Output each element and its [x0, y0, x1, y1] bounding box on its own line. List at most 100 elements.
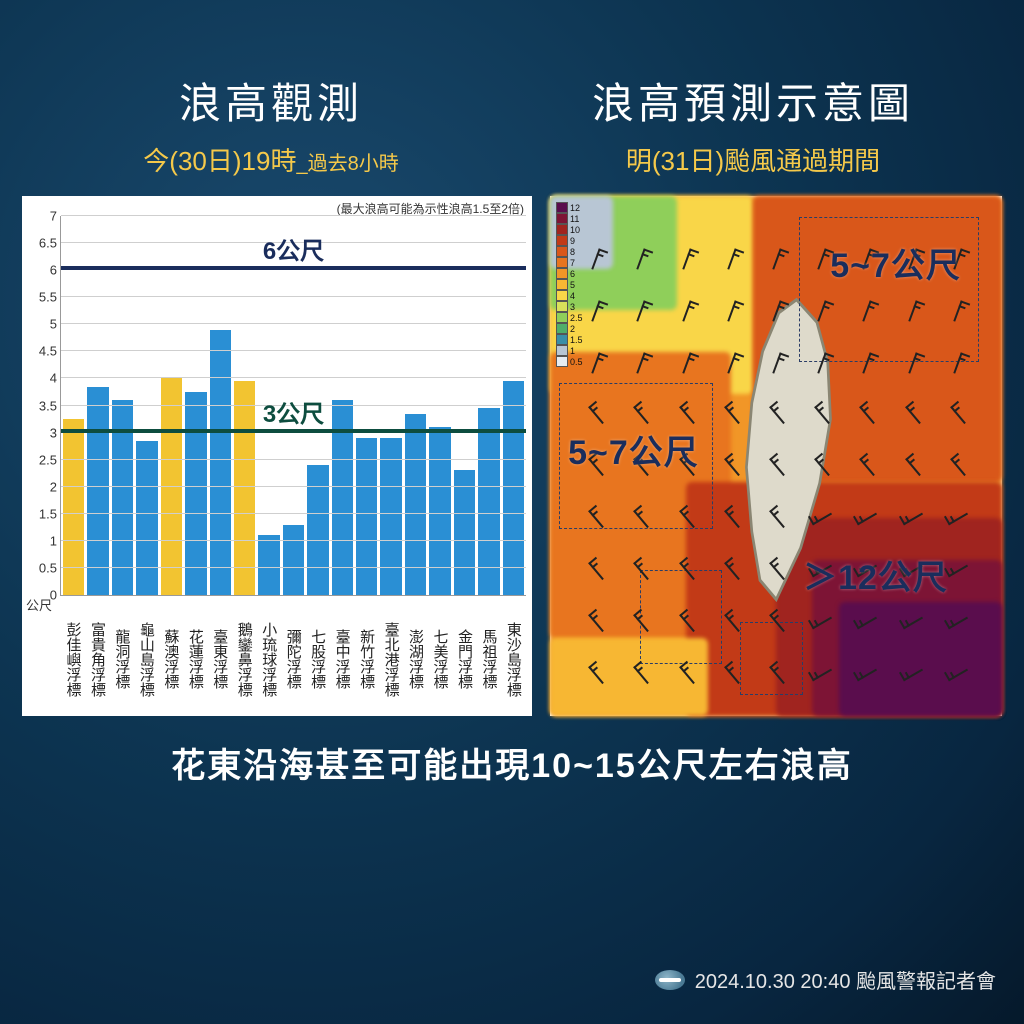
- right-title: 浪高預測示意圖: [512, 70, 994, 131]
- left-sub-suffix: _過去8小時: [296, 153, 398, 175]
- gridline: [61, 486, 526, 487]
- left-title: 浪高觀測: [30, 70, 512, 131]
- y-tick: 3.5: [27, 398, 57, 413]
- map-annotation: 5~7公尺: [568, 425, 699, 474]
- y-tick: 6.5: [27, 236, 57, 251]
- headers-row: 浪高觀測 今(30日)19時_過去8小時 浪高預測示意圖 明(31日)颱風通過期…: [0, 0, 1024, 178]
- wave-observation-chart: (最大浪高可能為示性浪高1.5至2倍) 00.511.522.533.544.5…: [22, 196, 532, 716]
- y-tick: 4.5: [27, 344, 57, 359]
- forecast-box: [740, 622, 803, 695]
- x-label: 彌陀浮標: [282, 598, 303, 716]
- map-annotation: 5~7公尺: [830, 238, 961, 287]
- y-tick: 5: [27, 317, 57, 332]
- y-tick: 1.5: [27, 506, 57, 521]
- legend-row: 1: [556, 345, 586, 356]
- legend-row: 8: [556, 246, 586, 257]
- bar: [87, 387, 108, 595]
- legend-value: 2.5: [570, 313, 583, 323]
- x-label: 澎湖浮標: [405, 598, 426, 716]
- legend-swatch: [556, 301, 568, 312]
- x-label: 臺北港浮標: [380, 598, 401, 716]
- legend-row: 6: [556, 268, 586, 279]
- bar: [258, 535, 279, 595]
- gridline: [61, 567, 526, 568]
- left-sub-main: 今(30日)19時: [143, 146, 296, 176]
- legend-row: 9: [556, 235, 586, 246]
- x-label: 花蓮浮標: [184, 598, 205, 716]
- legend-swatch: [556, 202, 568, 213]
- y-tick: 5.5: [27, 290, 57, 305]
- bar: [210, 330, 231, 595]
- legend-swatch: [556, 356, 568, 367]
- footer: 2024.10.30 20:40 颱風警報記者會: [655, 965, 996, 994]
- legend-row: 7: [556, 257, 586, 268]
- legend-row: 3: [556, 301, 586, 312]
- legend-value: 12: [570, 203, 580, 213]
- legend-swatch: [556, 334, 568, 345]
- wave-forecast-map: 12111098765432.521.510.5 5~7公尺5~7公尺＞12公尺: [550, 196, 1002, 716]
- footer-text: 2024.10.30 20:40 颱風警報記者會: [695, 965, 996, 994]
- legend-swatch: [556, 213, 568, 224]
- bar: [136, 441, 157, 595]
- y-tick: 1: [27, 533, 57, 548]
- x-axis-labels: 彭佳嶼浮標富貴角浮標龍洞浮標龜山島浮標蘇澳浮標花蓮浮標臺東浮標鵝鑾鼻浮標小琉球浮…: [60, 598, 526, 716]
- legend-value: 5: [570, 280, 575, 290]
- bar: [185, 392, 206, 595]
- gridline: [61, 296, 526, 297]
- legend-swatch: [556, 235, 568, 246]
- legend-swatch: [556, 246, 568, 257]
- x-label: 蘇澳浮標: [160, 598, 181, 716]
- x-label: 富貴角浮標: [86, 598, 107, 716]
- legend-row: 4: [556, 290, 586, 301]
- gridline: [61, 377, 526, 378]
- legend-row: 12: [556, 202, 586, 213]
- gridline: [61, 540, 526, 541]
- bar: [307, 465, 328, 595]
- x-label: 七美浮標: [429, 598, 450, 716]
- x-label: 馬祖浮標: [478, 598, 499, 716]
- cwb-logo-icon: [655, 970, 685, 990]
- right-subtitle: 明(31日)颱風通過期間: [512, 141, 994, 178]
- legend-row: 5: [556, 279, 586, 290]
- chart-plot-area: 00.511.522.533.544.555.566.576公尺3公尺: [60, 216, 526, 596]
- x-label: 龍洞浮標: [111, 598, 132, 716]
- left-header: 浪高觀測 今(30日)19時_過去8小時: [30, 70, 512, 178]
- y-tick: 2: [27, 479, 57, 494]
- y-tick: 0.5: [27, 560, 57, 575]
- y-tick: 6: [27, 263, 57, 278]
- right-header: 浪高預測示意圖 明(31日)颱風通過期間: [512, 70, 994, 178]
- reference-line: [61, 266, 526, 270]
- legend-swatch: [556, 279, 568, 290]
- legend-row: 1.5: [556, 334, 586, 345]
- x-label: 臺中浮標: [331, 598, 352, 716]
- legend-swatch: [556, 345, 568, 356]
- bar: [283, 525, 304, 595]
- x-label: 小琉球浮標: [258, 598, 279, 716]
- x-label: 鵝鑾鼻浮標: [233, 598, 254, 716]
- legend-row: 2.5: [556, 312, 586, 323]
- legend-value: 6: [570, 269, 575, 279]
- bar: [380, 438, 401, 595]
- legend-value: 10: [570, 225, 580, 235]
- x-label: 臺東浮標: [209, 598, 230, 716]
- map-annotation: ＞12公尺: [803, 550, 948, 599]
- legend-row: 0.5: [556, 356, 586, 367]
- gridline: [61, 323, 526, 324]
- legend-row: 2: [556, 323, 586, 334]
- legend-value: 8: [570, 247, 575, 257]
- legend-value: 1: [570, 346, 575, 356]
- bar: [454, 470, 475, 595]
- gridline: [61, 459, 526, 460]
- legend-value: 9: [570, 236, 575, 246]
- gridline: [61, 513, 526, 514]
- x-label: 龜山島浮標: [135, 598, 156, 716]
- legend-swatch: [556, 268, 568, 279]
- legend-row: 10: [556, 224, 586, 235]
- x-label: 彭佳嶼浮標: [62, 598, 83, 716]
- x-label: 七股浮標: [307, 598, 328, 716]
- bottom-caption: 花東沿海甚至可能出現10~15公尺左右浪高: [0, 738, 1024, 787]
- map-color-legend: 12111098765432.521.510.5: [556, 202, 586, 367]
- legend-swatch: [556, 290, 568, 301]
- bar: [429, 427, 450, 595]
- legend-swatch: [556, 257, 568, 268]
